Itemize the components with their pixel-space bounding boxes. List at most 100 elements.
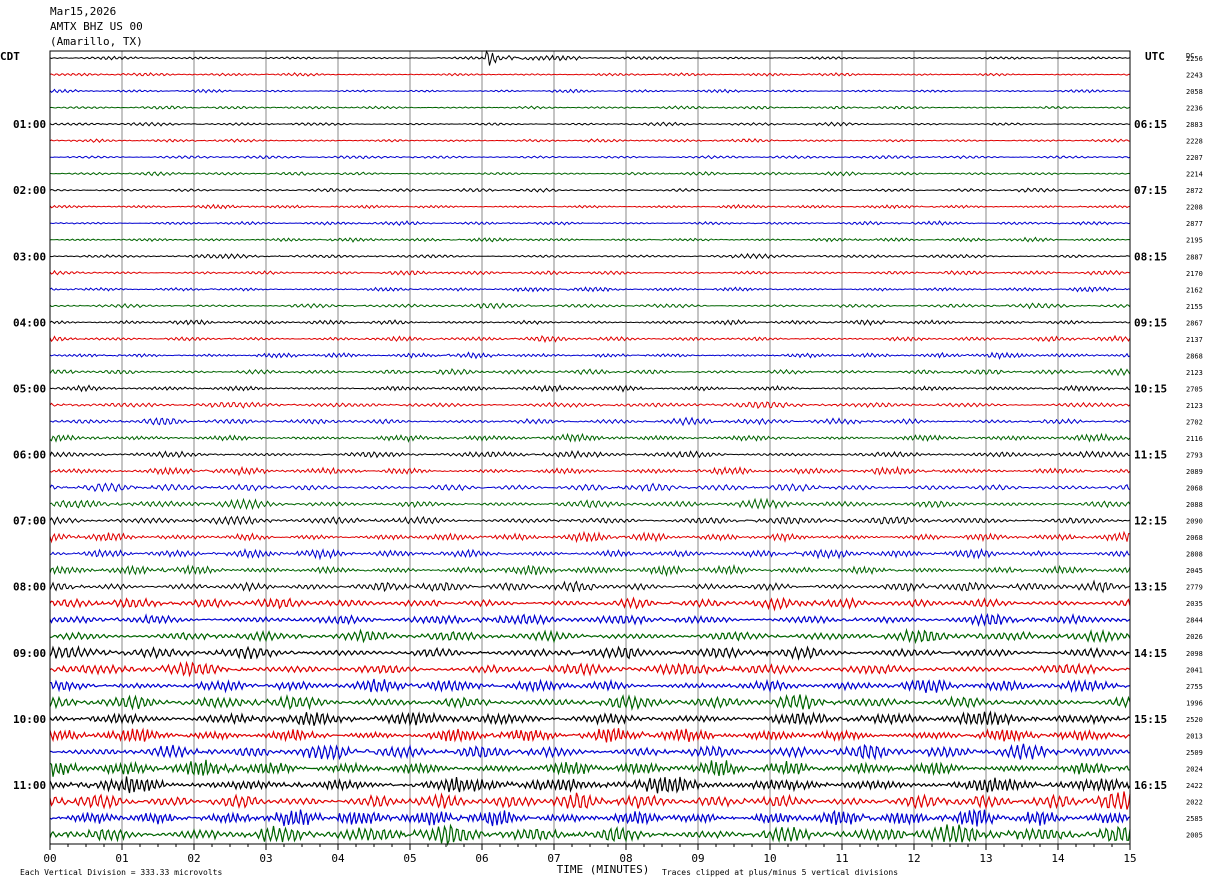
seismic-trace	[49, 187, 1131, 193]
seismic-trace	[49, 727, 1131, 743]
scale-note: Each Vertical Division = 333.33 microvol…	[20, 868, 222, 877]
seismic-trace	[49, 252, 1131, 260]
dc-offset-label: 2035	[1186, 600, 1203, 608]
dc-offset-label: 2162	[1186, 286, 1203, 294]
seismic-trace	[49, 644, 1131, 661]
dc-offset-label: 2208	[1186, 204, 1203, 212]
right-hour-label: 06:15	[1134, 118, 1167, 131]
seismic-trace	[49, 596, 1131, 612]
location-label: (Amarillo, TX)	[50, 35, 143, 48]
x-tick-label: 10	[763, 852, 776, 865]
right-hour-label: 10:15	[1134, 382, 1167, 395]
clip-note: Traces clipped at plus/minus 5 vertical …	[662, 868, 898, 877]
dc-offset-label: 2170	[1186, 270, 1203, 278]
seismic-trace	[49, 823, 1131, 847]
seismic-trace	[49, 72, 1131, 77]
x-tick-label: 04	[331, 852, 345, 865]
seismic-trace	[49, 203, 1131, 210]
dc-offset-label: 2422	[1186, 782, 1203, 790]
dc-offset-label: 2872	[1186, 187, 1203, 195]
left-hour-label: 02:00	[13, 184, 46, 197]
date-label: Mar15,2026	[50, 5, 117, 18]
seismic-trace	[49, 547, 1131, 561]
seismic-trace	[49, 49, 1131, 66]
left-hour-label: 11:00	[13, 779, 46, 792]
dc-offset-label: 2705	[1186, 385, 1203, 393]
seismic-trace	[49, 401, 1131, 410]
x-tick-label: 05	[403, 852, 416, 865]
left-hour-label: 04:00	[13, 316, 46, 329]
seismic-trace	[49, 171, 1131, 177]
dc-offset-label: 2228	[1186, 138, 1203, 146]
dc-offset-label: 2045	[1186, 567, 1203, 575]
x-tick-label: 13	[979, 852, 992, 865]
seismic-trace	[49, 776, 1131, 794]
seismic-trace	[49, 286, 1131, 293]
right-timezone-label: UTC	[1145, 50, 1165, 63]
seismic-trace	[49, 137, 1131, 143]
dc-offset-label: 2214	[1186, 171, 1203, 179]
right-hour-label: 15:15	[1134, 713, 1167, 726]
x-tick-label: 00	[43, 852, 56, 865]
seismic-trace	[49, 220, 1131, 226]
right-hour-label: 16:15	[1134, 779, 1167, 792]
dc-offset-label: 2068	[1186, 534, 1203, 542]
dc-offset-label: 2195	[1186, 237, 1203, 245]
dc-offset-label: 2005	[1186, 831, 1203, 839]
seismic-trace	[49, 319, 1131, 327]
seismic-trace	[49, 710, 1131, 727]
seismic-trace	[49, 693, 1131, 712]
dc-offset-label: 2793	[1186, 452, 1203, 460]
seismic-trace	[49, 515, 1131, 526]
dc-offset-label: 2098	[1186, 650, 1203, 658]
seismic-trace	[49, 497, 1131, 511]
x-tick-label: 12	[907, 852, 920, 865]
seismic-trace	[49, 384, 1131, 393]
seismic-trace	[49, 482, 1131, 493]
left-hour-label: 05:00	[13, 382, 46, 395]
x-tick-label: 07	[547, 852, 560, 865]
dc-offset-label: 2509	[1186, 749, 1203, 757]
dc-offset-label: 2520	[1186, 716, 1203, 724]
seismic-trace	[49, 367, 1131, 377]
x-tick-label: 14	[1051, 852, 1065, 865]
dc-offset-label: 2883	[1186, 121, 1203, 129]
left-hour-label: 07:00	[13, 515, 46, 528]
seismic-trace	[49, 334, 1131, 344]
dc-offset-label: 2887	[1186, 253, 1203, 261]
left-hour-label: 06:00	[13, 449, 46, 462]
seismic-trace	[49, 105, 1131, 110]
dc-offset-label: 2755	[1186, 683, 1203, 691]
dc-offset-label: 2013	[1186, 732, 1203, 740]
trace-group	[49, 49, 1131, 847]
seismic-trace	[49, 563, 1131, 578]
seismic-trace	[49, 530, 1131, 544]
dc-label: DC	[1186, 52, 1194, 60]
seismic-trace	[49, 612, 1131, 628]
dc-offset-label: 2022	[1186, 798, 1203, 806]
left-hour-label: 03:00	[13, 250, 46, 263]
dc-offset-label: 2026	[1186, 633, 1203, 641]
left-hour-label: 08:00	[13, 581, 46, 594]
dc-offset-label: 2041	[1186, 666, 1203, 674]
dc-offset-label: 2024	[1186, 765, 1203, 773]
right-hour-label: 11:15	[1134, 449, 1167, 462]
seismic-trace	[49, 121, 1131, 127]
dc-offset-label: 2844	[1186, 617, 1203, 625]
dc-offset-label: 2090	[1186, 518, 1203, 526]
plot-frame	[49, 50, 1131, 845]
seismic-trace	[49, 791, 1131, 810]
seismic-trace	[49, 416, 1131, 427]
dc-offset-label: 2058	[1186, 88, 1203, 96]
seismic-trace	[49, 432, 1131, 443]
plot-grid	[121, 51, 1059, 844]
right-hour-label: 14:15	[1134, 647, 1167, 660]
dc-offset-label: 2243	[1186, 72, 1203, 80]
x-tick-label: 15	[1123, 852, 1136, 865]
dc-offset-label: 2867	[1186, 319, 1203, 327]
dc-offset-label: 2702	[1186, 418, 1203, 426]
dc-offset-label: 2068	[1186, 485, 1203, 493]
seismic-trace	[49, 660, 1131, 678]
dc-offset-label: 2089	[1186, 468, 1203, 476]
